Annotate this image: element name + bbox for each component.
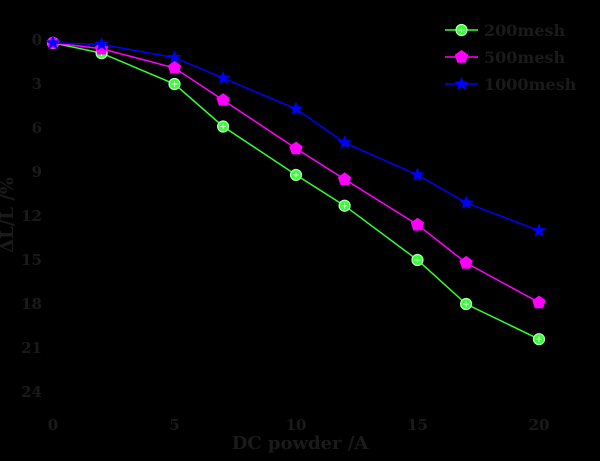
marker-highlight: [458, 27, 465, 33]
axes: 0 5 10 15 20 0 3 6 9 12 15 18 21 24: [21, 31, 549, 434]
y-tick-label: 0: [32, 31, 42, 49]
data-point: [532, 333, 546, 346]
data-point: [216, 70, 231, 85]
series-layer: [45, 35, 547, 346]
data-point: [411, 253, 424, 267]
data-point: [459, 255, 473, 269]
data-point: [337, 135, 352, 149]
data-point: [338, 199, 351, 212]
y-tick-label: 3: [32, 75, 42, 93]
marker-highlight: [171, 81, 178, 87]
data-point: [337, 172, 352, 185]
data-point: [94, 36, 109, 51]
y-tick-label: 15: [21, 251, 42, 269]
x-tick-label: 20: [529, 416, 550, 434]
data-point: [168, 77, 181, 91]
y-tick-label: 9: [32, 163, 42, 181]
x-tick-label: 10: [286, 416, 307, 434]
y-axis-label: ΔL/L /%: [0, 177, 18, 253]
data-point: [410, 167, 425, 181]
y-tick-label: 18: [21, 295, 42, 313]
marker-highlight: [220, 123, 227, 130]
legend-label: 1000mesh: [484, 75, 577, 94]
marker-highlight: [463, 301, 470, 307]
data-point: [410, 217, 425, 231]
data-point: [289, 168, 303, 182]
legend-marker: [454, 76, 469, 91]
data-point: [167, 60, 182, 74]
marker-highlight: [293, 171, 299, 178]
legend-marker: [454, 50, 469, 63]
x-tick-label: 5: [169, 416, 179, 434]
series-1000mesh: [45, 35, 547, 237]
marker-highlight: [536, 336, 542, 343]
data-point: [45, 35, 61, 49]
y-tick-label: 6: [32, 119, 42, 137]
legend-item: 1000mesh: [445, 75, 577, 94]
legend-marker: [455, 23, 468, 37]
x-axis-label: DC powder /A: [232, 433, 370, 454]
data-point: [167, 50, 182, 64]
legend-label: 500mesh: [484, 48, 566, 67]
y-tick-label: 24: [21, 383, 42, 401]
legend: 200mesh 500mesh 1000mesh: [445, 21, 577, 94]
legend-item: 500mesh: [445, 48, 566, 67]
data-point: [289, 141, 303, 155]
marker-highlight: [414, 257, 421, 263]
data-point: [288, 101, 304, 115]
data-point: [532, 295, 546, 309]
x-tick-label: 0: [48, 416, 58, 434]
data-point: [217, 120, 230, 133]
marker-highlight: [341, 202, 348, 209]
legend-label: 200mesh: [484, 21, 566, 40]
data-point: [459, 195, 474, 209]
y-tick-label: 21: [21, 339, 42, 357]
legend-item: 200mesh: [445, 21, 566, 40]
y-tick-label: 12: [21, 207, 42, 225]
data-point: [216, 93, 230, 106]
data-point: [531, 223, 547, 237]
x-tick-label: 15: [407, 416, 428, 434]
data-point: [460, 297, 473, 311]
